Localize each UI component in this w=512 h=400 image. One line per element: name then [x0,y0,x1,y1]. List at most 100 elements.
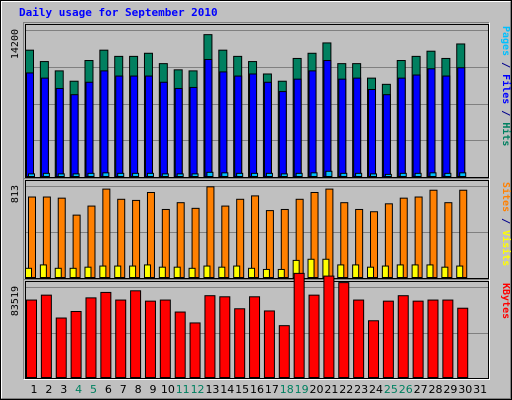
panel-visits-legend: Sites / Visits [500,182,512,266]
bar-hits-files-day-12 [189,86,198,177]
panel-hits-legend-part-1: / [500,56,511,74]
bar-kbytes-kbytes-day-14 [219,296,231,379]
chart-panels: 14200 Pages / Files / Hits 813 Sites / Visi… [10,22,512,380]
bar-hits-pages-day-24 [370,173,378,177]
bar-visits-visits-day-6 [102,188,111,278]
bar-visits-sites-day-11 [173,266,181,279]
bar-visits-sites-day-4 [69,267,77,278]
panel-visits-legend-part-1: / [500,212,511,230]
bar-hits-pages-day-13 [206,171,214,178]
panel-hits-bars [25,34,467,178]
x-tick-day-4: 4 [75,383,82,396]
bar-hits-pages-day-11 [176,173,184,177]
bar-kbytes-kbytes-day-10 [159,299,171,378]
bar-visits-sites-day-14 [218,266,226,279]
bar-visits-visits-day-30 [459,189,468,278]
bar-visits-sites-day-26 [396,264,404,278]
bar-kbytes-kbytes-day-23 [353,299,365,378]
bar-kbytes-kbytes-day-3 [55,317,67,378]
bar-hits-files-day-19 [293,78,302,177]
x-tick-day-16: 16 [250,383,264,396]
bar-hits-files-day-4 [70,94,79,177]
panel-visits: 813 Sites / Visits [10,178,512,280]
bar-kbytes-kbytes-day-17 [263,310,275,378]
bar-kbytes-kbytes-day-26 [397,295,409,379]
bar-kbytes-kbytes-day-30 [457,307,469,378]
bar-hits-pages-day-6 [102,172,110,178]
panel-hits-legend: Pages / Files / Hits [500,26,512,146]
bar-hits-pages-day-20 [310,172,318,178]
x-tick-day-7: 7 [120,383,127,396]
bar-kbytes-kbytes-day-18 [278,325,290,378]
bar-hits-pages-day-22 [340,172,348,178]
bar-hits-pages-day-5 [87,172,95,178]
bar-visits-visits-day-12 [191,207,200,279]
bar-visits-sites-day-18 [277,268,285,279]
x-tick-day-22: 22 [339,383,353,396]
panel-hits: 14200 Pages / Files / Hits [10,22,512,179]
bar-hits-files-day-28 [427,68,436,177]
x-tick-day-8: 8 [135,383,142,396]
bar-kbytes-kbytes-day-15 [234,308,246,378]
bar-hits-pages-day-16 [251,172,259,178]
panel-hits-legend-part-3: / [500,104,511,122]
x-tick-day-2: 2 [45,383,52,396]
bar-hits-files-day-26 [397,77,406,177]
panel-hits-legend-part-2: Files [500,74,512,104]
bar-visits-visits-day-17 [265,210,274,278]
x-tick-day-31: 31 [473,383,487,396]
bar-kbytes-kbytes-day-16 [249,296,261,379]
bar-kbytes-kbytes-day-22 [338,282,350,378]
x-tick-day-27: 27 [414,383,428,396]
bar-visits-visits-day-29 [444,202,453,278]
bar-visits-sites-day-5 [84,266,92,279]
bar-visits-sites-day-22 [337,264,345,278]
x-tick-day-25: 25 [384,383,398,396]
bar-hits-files-day-29 [442,75,451,177]
bar-hits-pages-day-17 [265,172,273,178]
x-tick-day-10: 10 [161,383,175,396]
bar-kbytes-kbytes-day-2 [40,294,52,378]
bar-hits-files-day-8 [130,75,139,177]
bar-hits-files-day-16 [249,73,258,177]
panel-hits-max-label: 14200 [10,29,21,59]
x-tick-day-6: 6 [105,383,112,396]
bar-kbytes-kbytes-day-12 [189,322,201,378]
bar-visits-sites-day-20 [307,258,315,278]
bar-kbytes-kbytes-day-27 [412,300,424,378]
panel-kbytes-max-label: 83519 [10,286,21,316]
bar-hits-pages-day-19 [295,172,303,178]
bar-visits-sites-day-2 [39,264,47,278]
bar-hits-files-day-21 [323,60,332,177]
bar-hits-pages-day-2 [42,172,50,178]
bar-hits-files-day-27 [412,74,421,177]
bar-hits-pages-day-18 [280,173,288,177]
bar-kbytes-kbytes-day-5 [85,297,97,378]
bar-hits-files-day-30 [457,67,466,177]
panel-kbytes: 83519 KBytes [10,272,511,380]
bar-kbytes-kbytes-day-4 [70,310,82,379]
x-tick-day-21: 21 [324,383,338,396]
x-tick-day-9: 9 [149,383,156,396]
panel-hits-bevel-top [23,22,490,179]
panel-visits-legend-part-0: Sites [500,182,512,212]
x-tick-day-28: 28 [428,383,442,396]
panel-hits-legend-part-4: Hits [500,122,512,146]
bar-visits-sites-day-17 [262,268,270,279]
bar-visits-sites-day-8 [129,265,137,279]
bar-hits-files-day-14 [219,71,228,177]
bar-hits-pages-day-26 [399,172,407,178]
bar-visits-sites-day-23 [352,264,360,278]
bar-hits-files-day-3 [55,87,64,177]
bar-visits-sites-day-9 [143,264,151,278]
bar-visits-sites-day-6 [99,265,107,279]
x-tick-day-14: 14 [220,383,234,396]
bar-hits-pages-day-10 [161,173,169,177]
bar-visits-sites-day-24 [367,266,375,279]
x-tick-day-19: 19 [295,383,309,396]
x-tick-day-30: 30 [458,383,472,396]
bar-hits-pages-day-28 [429,172,437,178]
x-tick-day-26: 26 [399,383,413,396]
